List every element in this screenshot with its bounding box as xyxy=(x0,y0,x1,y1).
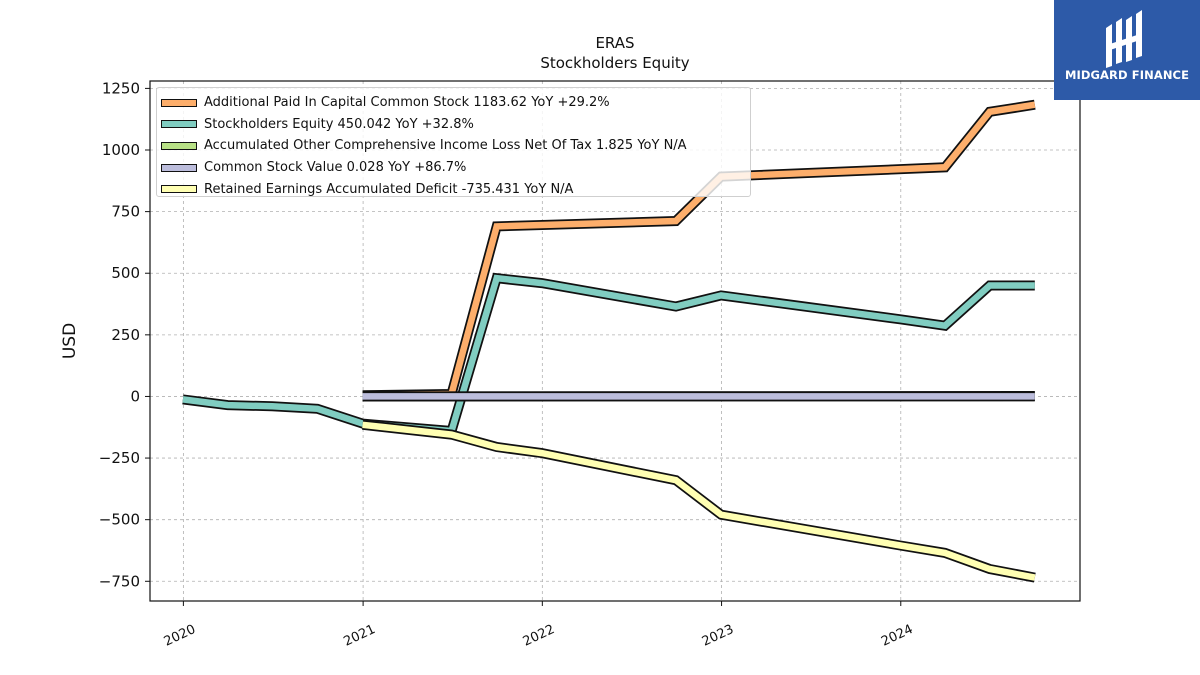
y-axis-label: USD xyxy=(60,323,80,359)
logo-text: MIDGARD FINANCE xyxy=(1064,68,1190,82)
series-4 xyxy=(362,419,1036,583)
y-tick-label: −750 xyxy=(99,572,140,590)
legend-swatch xyxy=(161,185,197,194)
y-tick-label: 250 xyxy=(111,326,140,344)
series-line xyxy=(182,274,1035,435)
y-tick-label: −250 xyxy=(99,449,140,467)
brand-logo: MIDGARD FINANCE xyxy=(1054,0,1200,100)
y-tick-label: 1000 xyxy=(102,141,140,159)
chart-subtitle: Stockholders Equity xyxy=(540,54,689,72)
series-1 xyxy=(182,272,1035,437)
y-tick-label: 500 xyxy=(111,264,140,282)
x-tick-label: 2020 xyxy=(162,622,198,650)
plot-frame xyxy=(149,80,1081,602)
legend-swatch xyxy=(161,141,197,150)
series-line xyxy=(362,101,1036,399)
y-tick-label: 0 xyxy=(130,387,140,405)
legend-label: Common Stock Value 0.028 YoY +86.7% xyxy=(204,160,467,176)
x-axis: 2020 2021 2022 2023 2024 xyxy=(162,601,915,650)
x-tick-label: 2023 xyxy=(700,622,736,650)
y-tick-label: 750 xyxy=(111,203,140,221)
legend-label: Stockholders Equity 450.042 YoY +32.8% xyxy=(204,116,474,132)
x-tick-label: 2024 xyxy=(879,622,915,650)
logo-mark-icon xyxy=(1106,10,1142,68)
legend-item: Common Stock Value 0.028 YoY +86.7% xyxy=(161,157,750,179)
chart-title: ERAS xyxy=(595,34,634,52)
legend-label: Accumulated Other Comprehensive Income L… xyxy=(204,138,687,154)
legend-item: Retained Earnings Accumulated Deficit -7… xyxy=(161,178,750,200)
legend-item: Additional Paid In Capital Common Stock … xyxy=(161,92,750,114)
series-layer xyxy=(182,99,1036,583)
legend-item: Accumulated Other Comprehensive Income L… xyxy=(161,135,750,157)
legend-item: Stockholders Equity 450.042 YoY +32.8% xyxy=(161,114,750,136)
legend-swatch xyxy=(161,98,197,107)
legend: Additional Paid In Capital Common Stock … xyxy=(156,87,751,197)
legend-swatch xyxy=(161,163,197,172)
y-tick-label: −500 xyxy=(99,511,140,529)
x-tick-label: 2021 xyxy=(341,622,377,650)
series-0 xyxy=(362,99,1036,401)
y-axis: −750 −500 −250 0 250 500 750 1000 1250 xyxy=(99,79,150,590)
x-tick-label: 2022 xyxy=(521,622,557,650)
series-line xyxy=(362,421,1036,581)
legend-swatch xyxy=(161,120,197,129)
legend-label: Retained Earnings Accumulated Deficit -7… xyxy=(204,181,574,197)
legend-label: Additional Paid In Capital Common Stock … xyxy=(204,95,610,111)
y-tick-label: 1250 xyxy=(102,79,140,97)
